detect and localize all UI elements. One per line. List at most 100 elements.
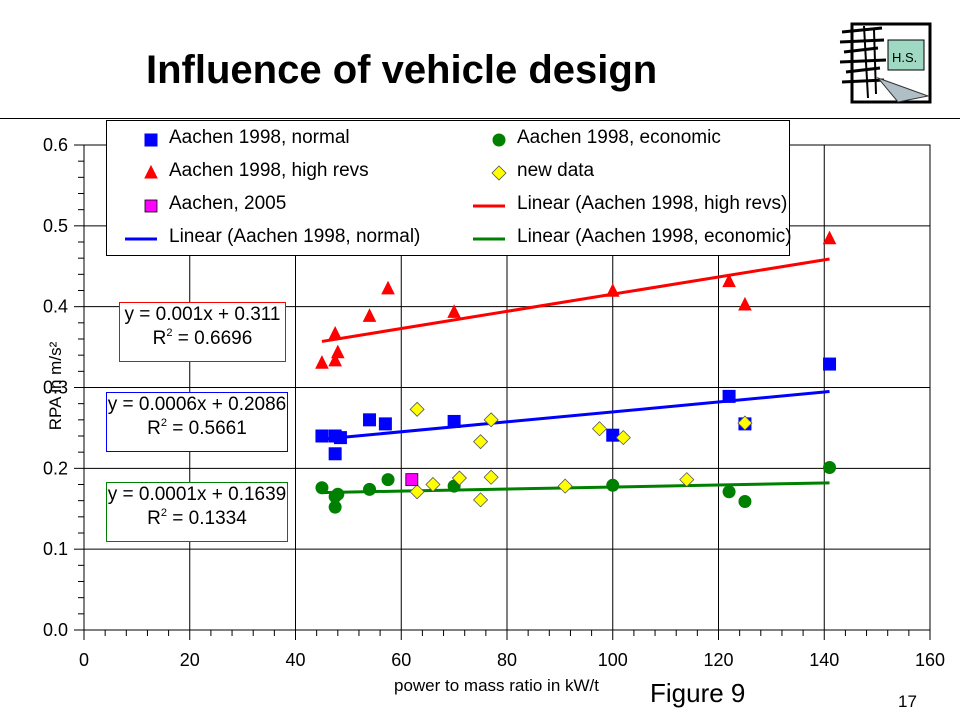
data-point [722, 485, 736, 499]
data-point [451, 470, 467, 486]
equation-box-economic: y = 0.0001x + 0.1639 R2 = 0.1334 [106, 482, 288, 542]
data-point [330, 344, 345, 359]
r-squared-sup: 2 [160, 417, 168, 429]
data-point [315, 355, 329, 369]
data-point [363, 482, 377, 496]
x-tick-label: 160 [915, 650, 945, 670]
data-point [328, 500, 342, 514]
data-point [447, 304, 461, 318]
x-tick-label: 60 [391, 650, 411, 670]
data-point [409, 401, 425, 417]
r-squared-value: = 0.5661 [167, 418, 247, 439]
data-point [447, 414, 461, 428]
data-point [738, 296, 752, 311]
slide-title: Influence of vehicle design [146, 48, 658, 92]
data-point [363, 413, 377, 427]
data-point [722, 389, 736, 403]
r-squared-prefix: R [147, 418, 161, 439]
x-tick-label: 120 [703, 650, 733, 670]
equation-high-revs: y = 0.001x + 0.311 [124, 304, 281, 325]
data-point [405, 473, 419, 487]
r-squared-normal: R2 = 0.5661 [107, 417, 287, 443]
data-point [472, 434, 489, 450]
equation-box-high-revs: y = 0.001x + 0.311 R2 = 0.6696 [119, 302, 286, 362]
figure-label: Figure 9 [650, 678, 746, 708]
data-point [328, 447, 342, 461]
data-point [737, 415, 753, 431]
data-point [328, 326, 342, 340]
x-tick-label: 0 [79, 650, 89, 670]
r-squared-economic: R2 = 0.1334 [107, 507, 287, 533]
trendline [321, 481, 830, 495]
equation-economic: y = 0.0001x + 0.1639 [107, 484, 287, 505]
y-tick-label: 0.3 [43, 378, 68, 398]
data-point [483, 412, 499, 428]
x-tick-label: 100 [598, 650, 628, 670]
legend-label: new data [517, 160, 595, 181]
data-point [472, 492, 489, 508]
title-rule [0, 118, 960, 119]
data-point [425, 476, 441, 493]
legend-swatch-icon [125, 237, 157, 241]
legend-swatch-icon [491, 165, 507, 181]
y-tick-label: 0.1 [43, 539, 68, 559]
x-tick-label: 20 [180, 650, 200, 670]
y-axis-title: RPA in m/s² [46, 341, 65, 431]
legend-swatch-icon [144, 164, 158, 179]
y-tick-label: 0.5 [43, 216, 68, 236]
logo-text: H.S. [892, 50, 917, 65]
r-squared-sup: 2 [160, 507, 168, 519]
legend-swatch-icon [473, 237, 505, 241]
page-number: 17 [898, 692, 917, 711]
legend-label: Aachen, 2005 [169, 193, 287, 214]
x-tick-label: 40 [285, 650, 305, 670]
data-point [738, 494, 752, 508]
r-squared-high-revs: R2 = 0.6696 [120, 327, 285, 353]
equation-normal: y = 0.0006x + 0.2086 [107, 394, 287, 415]
legend-label: Linear (Aachen 1998, normal) [169, 226, 421, 247]
data-point [328, 352, 342, 367]
legend-swatch-icon [144, 133, 158, 147]
r-squared-value: = 0.1334 [167, 508, 247, 529]
data-point [409, 484, 425, 500]
r-squared-prefix: R [152, 328, 167, 349]
data-point [605, 283, 620, 297]
legend-label: Linear (Aachen 1998, economic) [517, 226, 792, 247]
data-point [591, 421, 608, 437]
trendline [321, 390, 830, 441]
legend-marker [144, 164, 158, 179]
data-point [606, 478, 620, 492]
x-tick-label: 140 [809, 650, 839, 670]
data-point [722, 273, 736, 288]
data-point [315, 429, 329, 443]
y-tick-label: 0.4 [43, 297, 68, 317]
data-point [823, 461, 837, 475]
chart-legend: Aachen 1998, normal Aachen 1998, economic… [106, 120, 792, 256]
hs-logo-icon: H.S. [839, 22, 932, 104]
data-point [315, 481, 329, 495]
x-axis-title: power to mass ratio in kW/t [394, 676, 600, 695]
legend-swatch-icon [492, 133, 506, 147]
data-point [378, 417, 392, 431]
y-tick-label: 0.0 [43, 620, 68, 640]
data-point [381, 280, 395, 295]
data-point [557, 478, 573, 494]
data-point [362, 308, 377, 322]
legend-label: Aachen 1998, high revs [169, 160, 369, 181]
data-point [615, 430, 631, 446]
data-point [606, 428, 620, 442]
y-tick-label: 0.2 [43, 458, 68, 478]
legend-marker [144, 199, 158, 213]
data-point [331, 487, 345, 501]
legend-label: Aachen 1998, normal [169, 127, 350, 148]
legend-marker [492, 133, 506, 147]
legend-label: Linear (Aachen 1998, high revs) [517, 193, 788, 214]
trendline [321, 257, 830, 343]
data-point [679, 472, 695, 488]
y-tick-label: 0.6 [43, 135, 68, 155]
data-point [381, 473, 395, 487]
legend-swatch-icon [144, 199, 158, 213]
x-tick-label: 80 [497, 650, 517, 670]
legend-marker [144, 133, 158, 147]
legend-marker [491, 165, 507, 181]
